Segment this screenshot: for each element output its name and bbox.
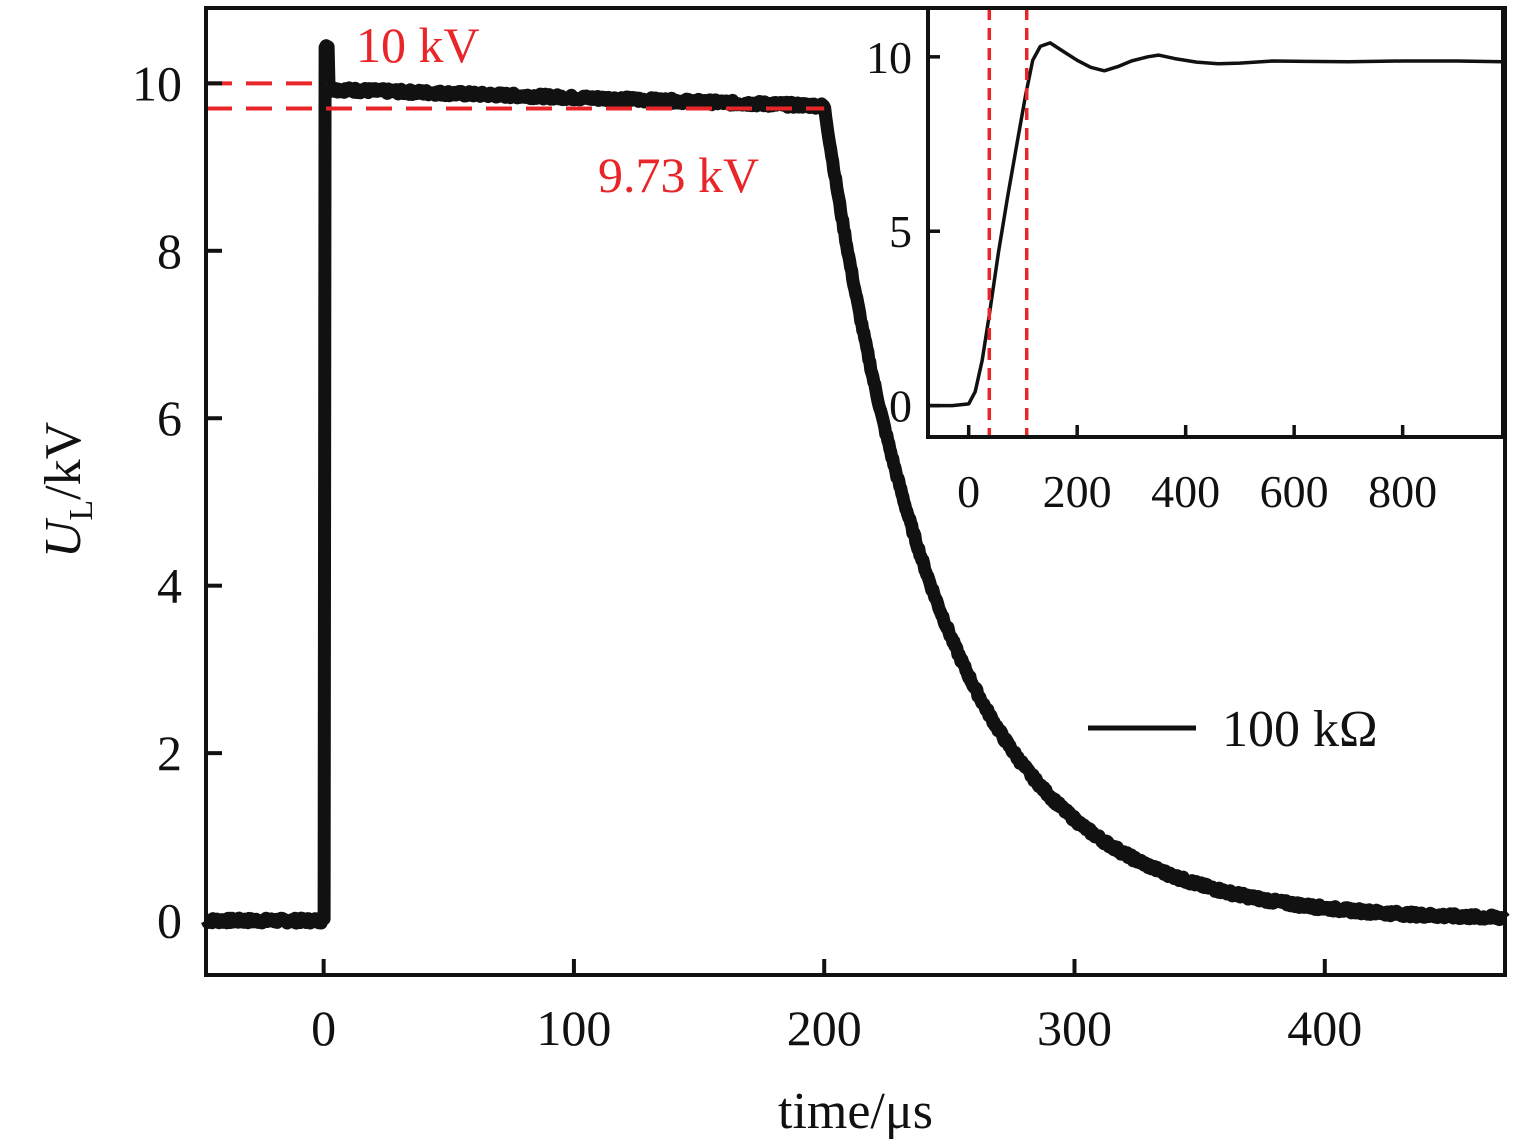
y-axis-label-main: U <box>35 517 92 558</box>
inset-x-tick-label: 400 <box>1151 466 1220 517</box>
series-line-100k <box>200 39 1510 930</box>
annotation-9-73kv: 9.73 kV <box>598 147 759 203</box>
inset-y-tick-label: 0 <box>889 381 912 432</box>
x-tick-label: 200 <box>787 1000 862 1056</box>
x-tick-label: 100 <box>536 1000 611 1056</box>
y-tick-label: 2 <box>157 725 182 781</box>
x-tick-label: 0 <box>311 1000 336 1056</box>
y-tick-label: 10 <box>132 55 182 111</box>
annotation-10kv: 10 kV <box>356 17 480 73</box>
inset-y-tick-label: 10 <box>866 32 912 83</box>
legend-label: 100 kΩ <box>1222 701 1378 758</box>
x-tick-label: 300 <box>1037 1000 1112 1056</box>
inset-x-tick-label: 200 <box>1043 466 1112 517</box>
y-axis-label-sub: L <box>63 500 100 521</box>
inset-frame <box>926 6 1505 439</box>
inset-y-tick-label: 5 <box>889 206 912 257</box>
legend: 100 kΩ <box>1088 701 1378 758</box>
inset-x-tick-label: 600 <box>1260 466 1329 517</box>
inset-x-tick-label: 800 <box>1368 466 1437 517</box>
y-axis-label: UL/kV <box>35 422 100 558</box>
y-tick-label: 6 <box>157 390 182 446</box>
y-axis-label-unit: /kV <box>35 422 92 500</box>
plot-frame <box>204 6 1507 977</box>
y-tick-label: 4 <box>157 558 182 614</box>
x-axis-label: time/μs <box>778 1083 933 1140</box>
inset-x-tick-label: 0 <box>957 466 980 517</box>
inset-plot: 0 200 400 600 800 0 5 10 <box>866 6 1505 517</box>
inset-background <box>928 8 1503 437</box>
y-tick-label: 8 <box>157 223 182 279</box>
y-tick-label: 0 <box>157 893 182 949</box>
x-tick-label: 400 <box>1287 1000 1362 1056</box>
